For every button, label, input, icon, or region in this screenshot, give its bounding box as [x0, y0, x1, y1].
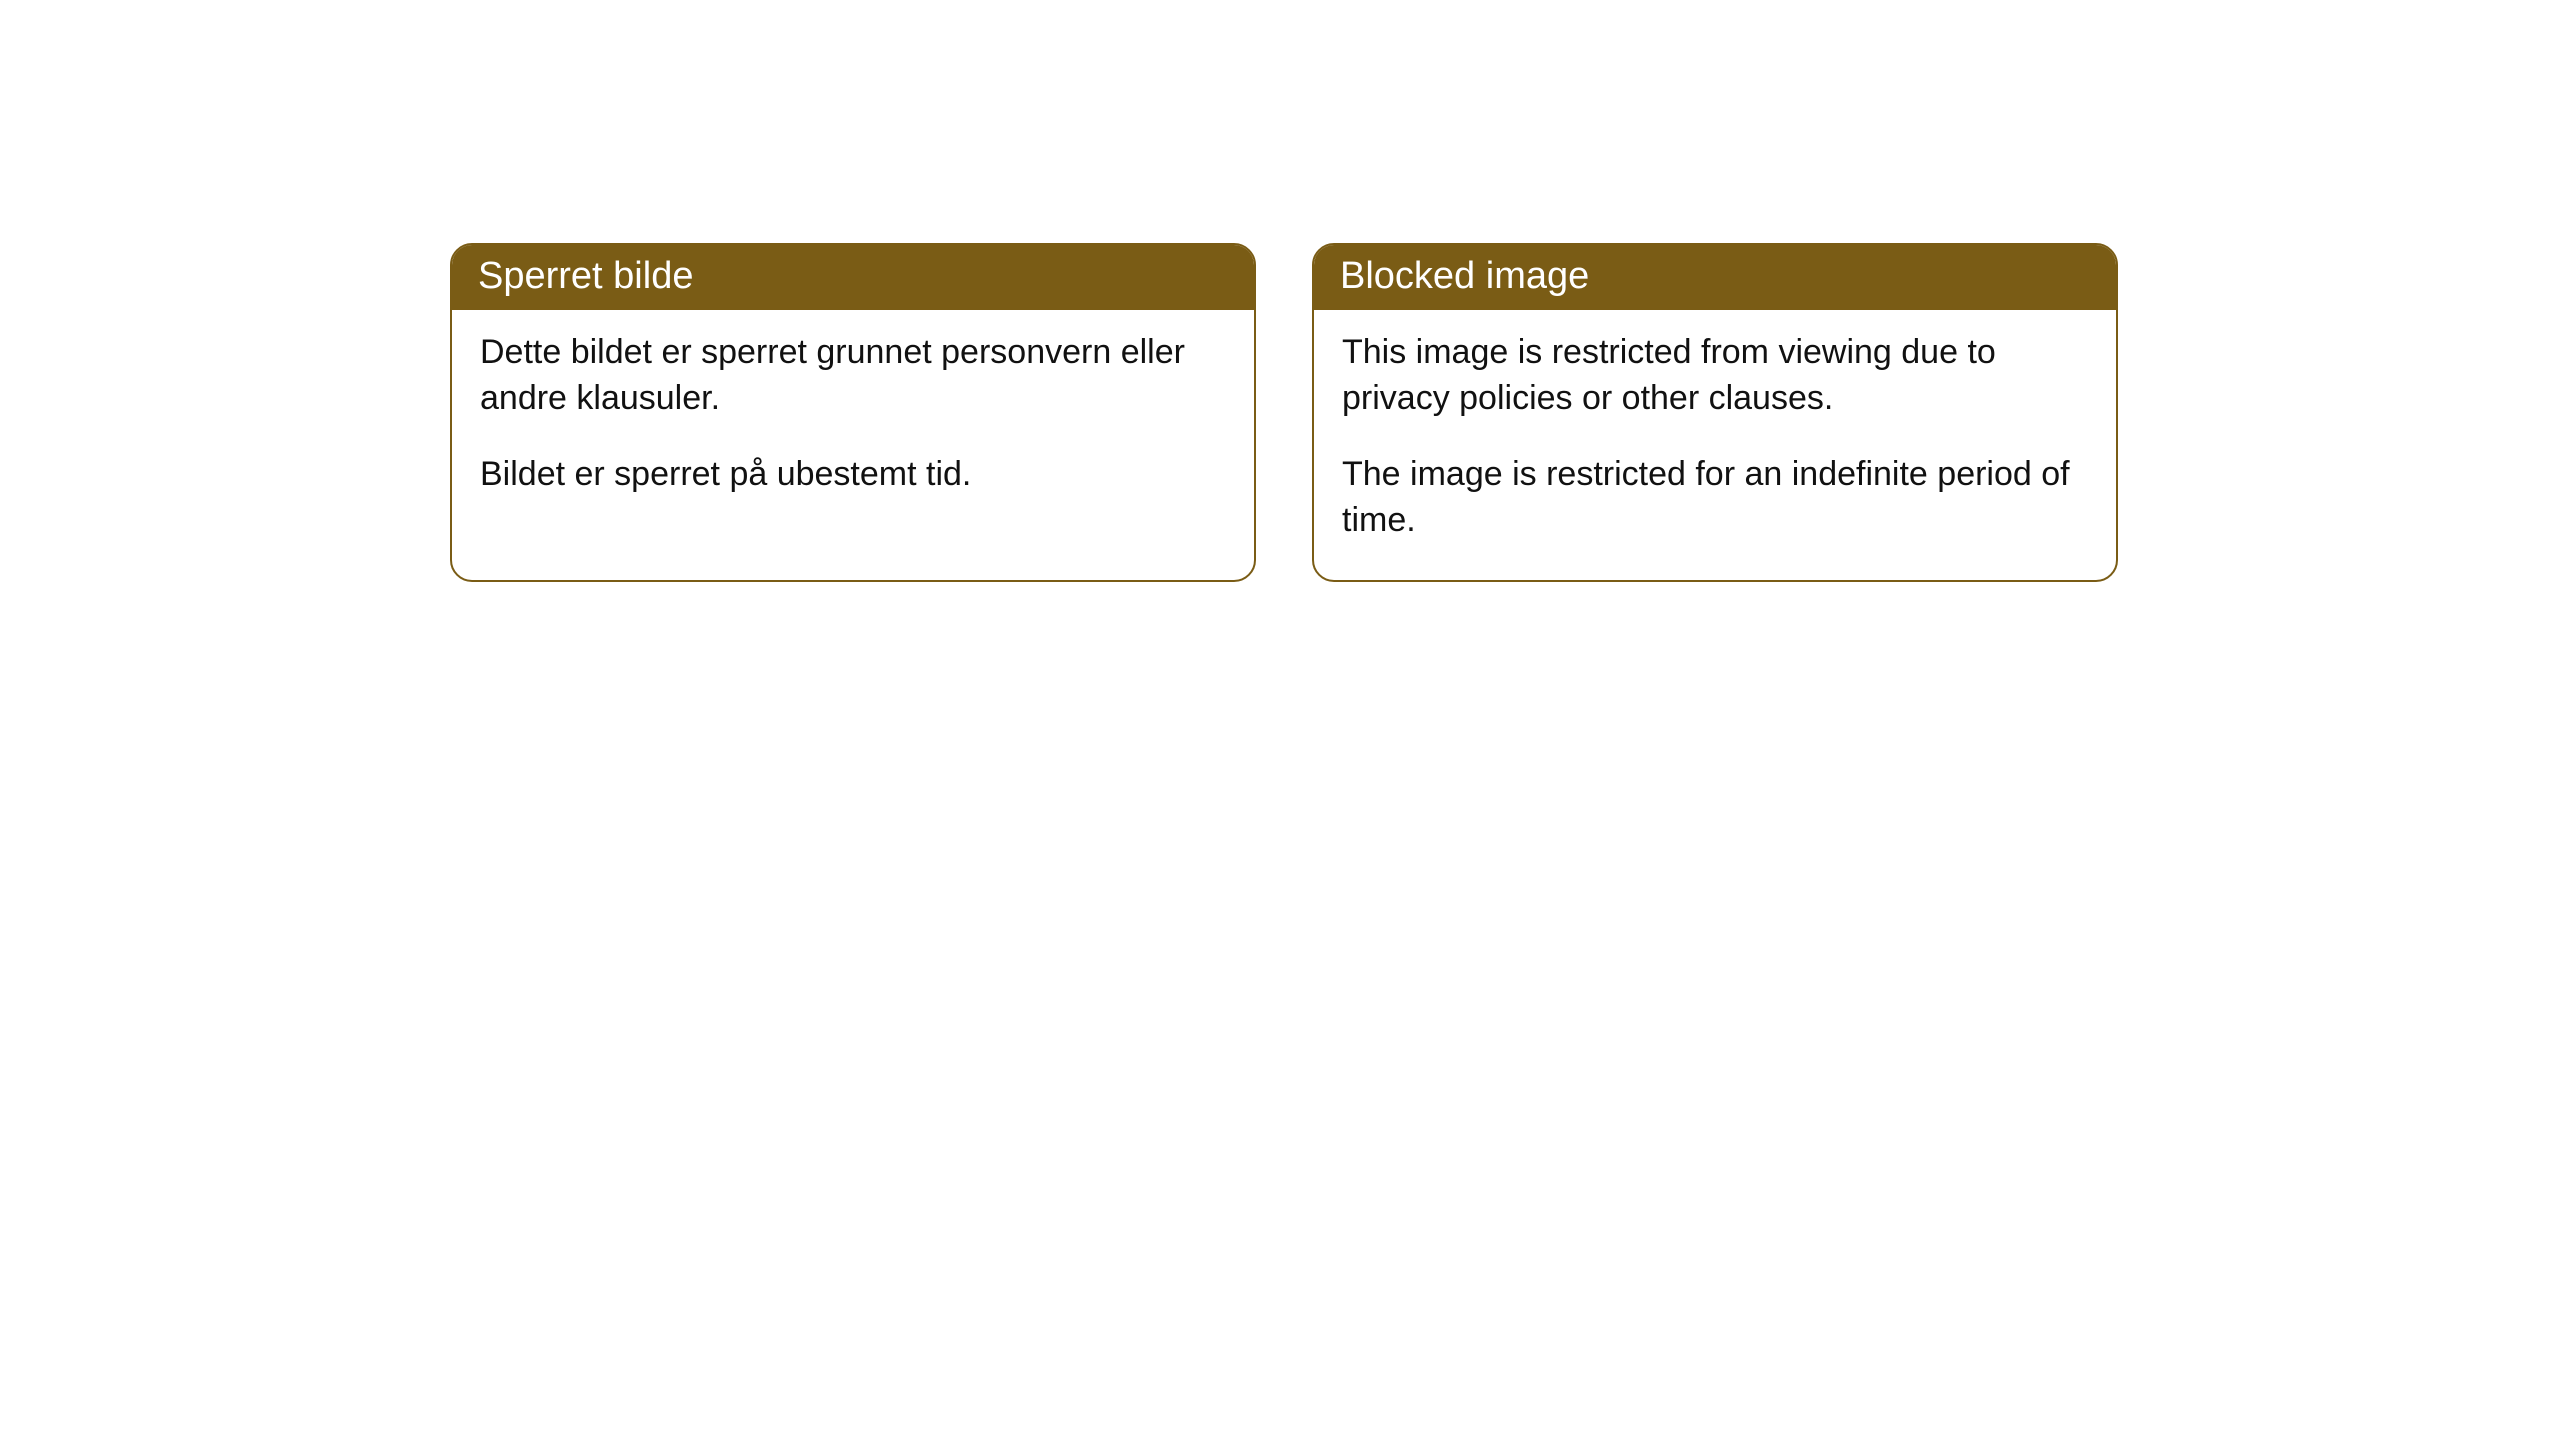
notice-box-english: Blocked image This image is restricted f…	[1312, 243, 2118, 582]
notice-text: The image is restricted for an indefinit…	[1342, 452, 2088, 544]
notice-text: Dette bildet er sperret grunnet personve…	[480, 330, 1226, 422]
notices-container: Sperret bilde Dette bildet er sperret gr…	[450, 243, 2118, 582]
notice-body-norwegian: Dette bildet er sperret grunnet personve…	[452, 310, 1254, 534]
notice-header-english: Blocked image	[1314, 245, 2116, 310]
notice-box-norwegian: Sperret bilde Dette bildet er sperret gr…	[450, 243, 1256, 582]
notice-text: This image is restricted from viewing du…	[1342, 330, 2088, 422]
notice-body-english: This image is restricted from viewing du…	[1314, 310, 2116, 580]
notice-header-norwegian: Sperret bilde	[452, 245, 1254, 310]
notice-text: Bildet er sperret på ubestemt tid.	[480, 452, 1226, 498]
